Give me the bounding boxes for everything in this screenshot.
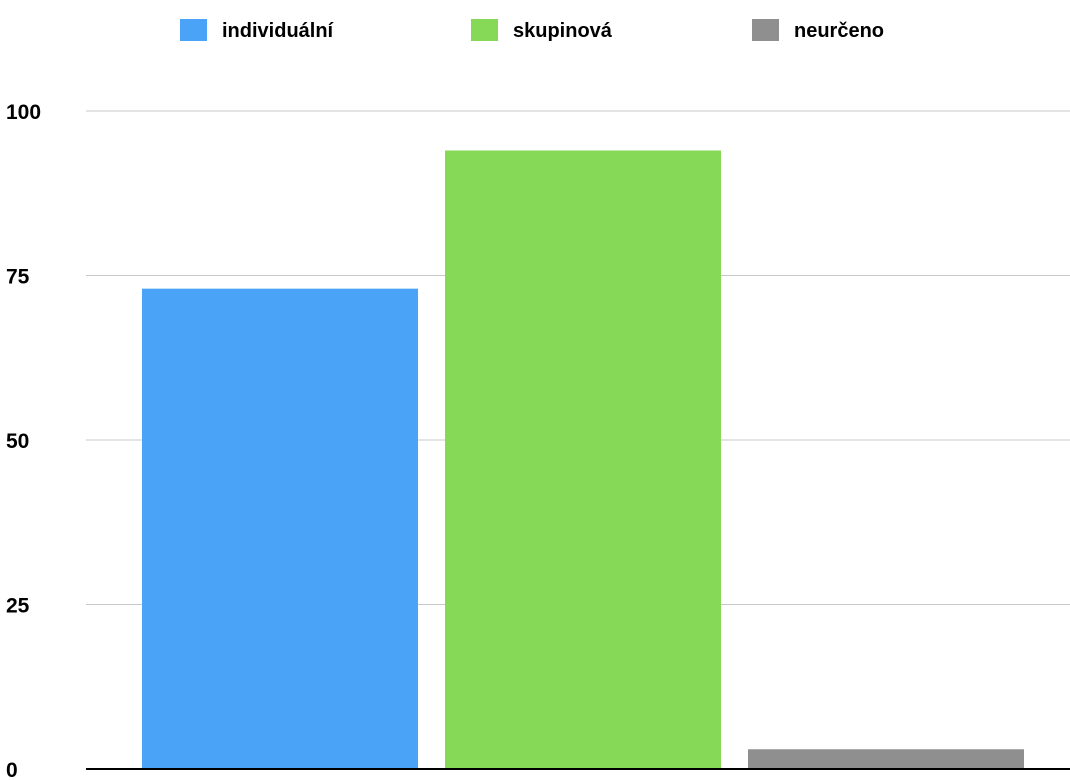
legend-label: neurčeno <box>794 20 884 42</box>
legend-swatch <box>471 19 498 41</box>
bar-1 <box>142 288 418 769</box>
y-tick-label: 100 <box>6 101 41 124</box>
y-tick-label: 25 <box>6 595 30 618</box>
y-axis-ticks: 0 25 50 75 100 <box>6 101 41 781</box>
bars <box>142 150 1024 770</box>
legend-label: individuální <box>222 20 335 42</box>
y-tick-label: 50 <box>6 430 29 453</box>
legend-swatch <box>752 19 779 41</box>
legend-swatch <box>180 19 207 41</box>
bar-2 <box>445 150 721 770</box>
bar-3 <box>748 749 1024 769</box>
legend-label: skupinová <box>513 20 613 42</box>
legend: individuální skupinová neurčeno <box>180 19 884 42</box>
y-tick-label: 75 <box>6 266 30 289</box>
y-tick-label: 0 <box>6 759 18 781</box>
